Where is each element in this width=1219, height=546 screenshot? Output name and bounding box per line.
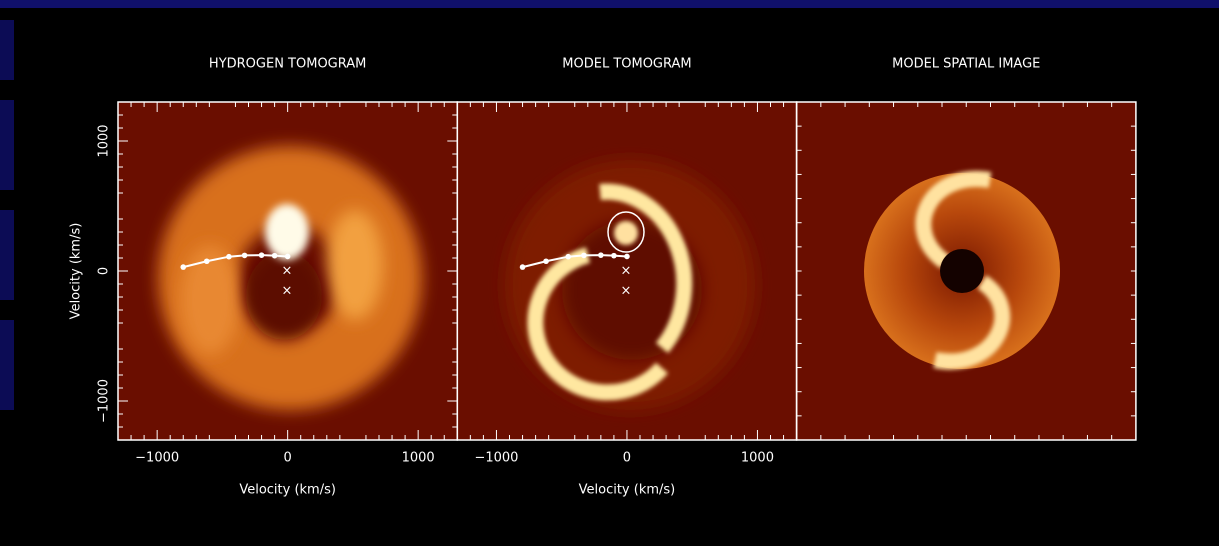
marker: × xyxy=(282,264,293,279)
stream-point xyxy=(624,254,630,260)
stream-point xyxy=(226,254,232,260)
x-tick-label: 1000 xyxy=(402,451,435,466)
stream-point xyxy=(520,264,526,270)
stream-point xyxy=(581,253,587,259)
x-axis-label: Velocity (km/s) xyxy=(239,483,336,498)
stream-point xyxy=(543,258,549,264)
stream-point xyxy=(180,264,186,270)
top-band xyxy=(0,0,1219,8)
panel-title: HYDROGEN TOMOGRAM xyxy=(209,57,366,72)
stream-point xyxy=(204,258,210,264)
y-tick-label: 0 xyxy=(97,267,112,275)
x-tick-label: 0 xyxy=(284,451,292,466)
side-stripes xyxy=(0,20,14,410)
stream-point xyxy=(259,252,265,258)
x-tick-label: −1000 xyxy=(474,451,518,466)
x-tick-label: 0 xyxy=(623,451,631,466)
y-tick-label: 1000 xyxy=(97,124,112,157)
stream-point xyxy=(565,254,571,260)
y-axis-label: Velocity (km/s) xyxy=(69,223,84,320)
stream-point xyxy=(242,253,248,259)
marker: × xyxy=(282,284,293,299)
x-tick-label: −1000 xyxy=(135,451,179,466)
panel-title: MODEL TOMOGRAM xyxy=(562,57,691,72)
stream-point xyxy=(611,253,617,259)
spatial-image xyxy=(797,102,1136,440)
x-axis-label: Velocity (km/s) xyxy=(579,483,676,498)
panel-title: MODEL SPATIAL IMAGE xyxy=(892,57,1040,72)
marker: × xyxy=(621,284,632,299)
marker: × xyxy=(621,264,632,279)
stream-point xyxy=(285,254,291,260)
slide: × × × × HYDROGEN TOMOGRAM −1000 0 1000 −1000… xyxy=(0,0,1219,546)
y-tick-label: −1000 xyxy=(97,379,112,423)
stream-point xyxy=(272,253,278,259)
stream-point xyxy=(598,252,604,258)
x-tick-label: 1000 xyxy=(741,451,774,466)
